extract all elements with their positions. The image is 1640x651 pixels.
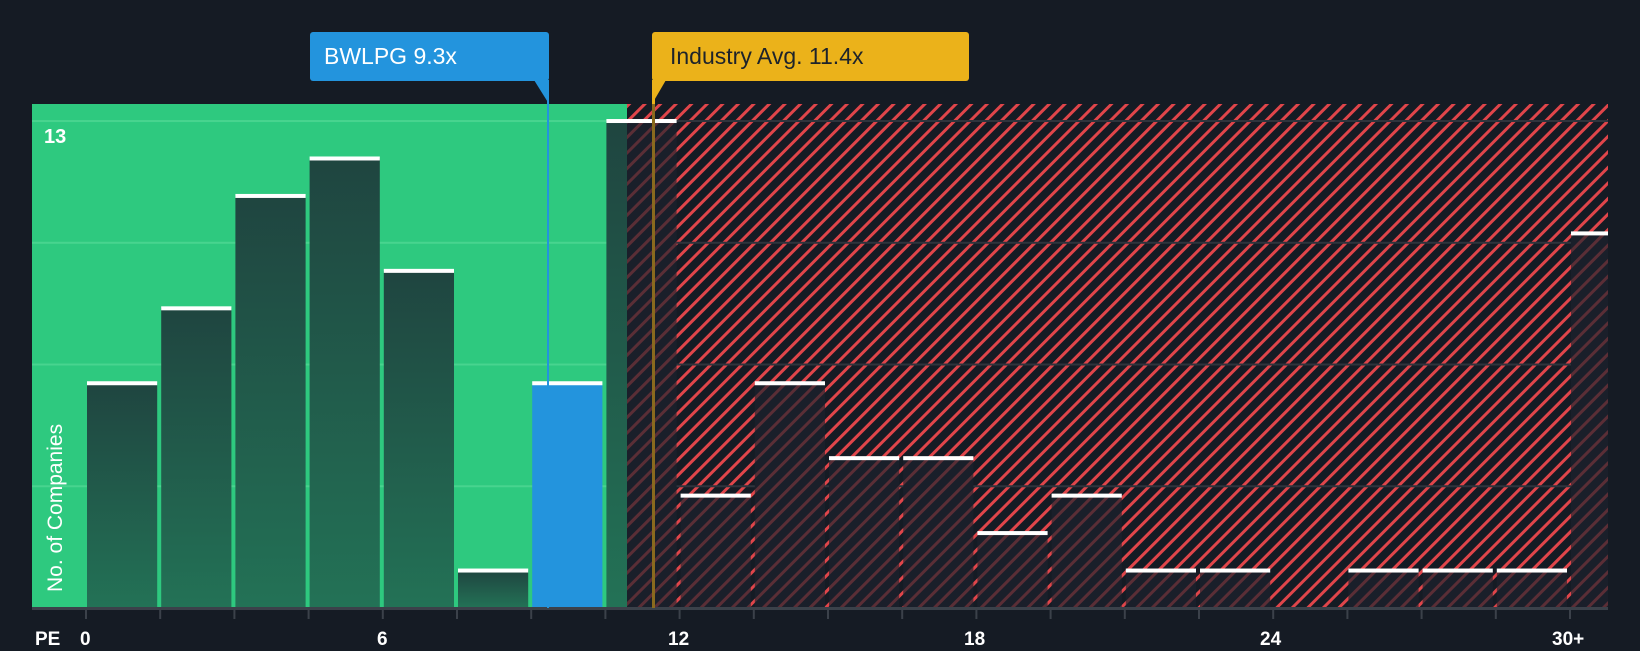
bar-cap (532, 381, 603, 386)
bar-cap (1051, 493, 1122, 498)
gridline (627, 363, 1608, 366)
histogram-bar (87, 383, 158, 608)
histogram-bars (87, 119, 1608, 609)
x-tick-label-6: 6 (377, 629, 388, 650)
x-tick (233, 610, 236, 619)
histogram-bar (1051, 495, 1122, 608)
y-axis-title: No. of Companies (44, 423, 67, 592)
histogram-bar (1496, 570, 1567, 608)
histogram-bar (1422, 570, 1493, 608)
x-tick (1272, 610, 1275, 619)
x-tick (530, 610, 533, 619)
x-tick (678, 610, 681, 619)
histogram-bar (235, 195, 306, 608)
bar-cap (606, 119, 677, 124)
bar-cap (829, 456, 900, 461)
histogram-bar (383, 270, 454, 608)
x-tick (975, 610, 978, 619)
x-tick (307, 610, 310, 619)
bar-cap (383, 268, 454, 273)
bar-cap (161, 306, 232, 311)
industry-marker-line (652, 80, 655, 608)
x-tick-label-24: 24 (1260, 629, 1282, 650)
gridline (627, 485, 1608, 488)
x-tick (456, 610, 458, 619)
bar-cap (1571, 231, 1608, 236)
bar-cap (1422, 568, 1493, 573)
bar-cap (458, 568, 529, 573)
industry-callout-pointer (652, 80, 666, 104)
bar-cap (680, 493, 751, 498)
gridline (32, 120, 627, 123)
histogram-bar (1571, 233, 1608, 608)
bar-cap (977, 531, 1048, 536)
histogram-bar (1125, 570, 1196, 608)
histogram-bar (680, 495, 751, 608)
histogram-bar (606, 121, 627, 609)
bar-cap (1348, 568, 1419, 573)
x-axis-title: PE (35, 629, 61, 650)
x-tick (752, 610, 755, 619)
x-tick (85, 610, 87, 619)
histogram-bar (754, 383, 825, 608)
histogram-bar (532, 383, 603, 608)
histogram-bar (627, 121, 677, 609)
x-tick (1569, 610, 1571, 619)
x-tick-label-18: 18 (964, 629, 986, 650)
x-axis-line (32, 607, 1608, 610)
x-tick (1420, 610, 1423, 619)
company-callout-pointer (534, 80, 549, 104)
histogram-bar (1348, 570, 1419, 608)
bar-cap (309, 156, 380, 161)
x-tick (901, 610, 904, 619)
gridline (627, 241, 1608, 244)
y-axis-max-label: 13 (44, 126, 67, 148)
company-pe-callout: BWLPG 9.3x (310, 32, 549, 81)
bar-cap (1125, 568, 1196, 573)
bar-cap (235, 193, 306, 198)
x-tick (604, 610, 607, 619)
x-tick (827, 610, 829, 619)
x-tick-label-0: 0 (80, 629, 91, 650)
x-tick (1198, 610, 1200, 619)
histogram-bar (977, 533, 1048, 608)
x-tick (159, 610, 162, 619)
bar-cap (1496, 568, 1567, 573)
industry-avg-callout: Industry Avg. 11.4x (652, 32, 969, 81)
histogram-bar (309, 158, 380, 609)
gridline (627, 120, 1608, 123)
histogram-bar (829, 458, 900, 608)
company-marker-line (547, 80, 549, 608)
x-tick (1123, 610, 1126, 619)
histogram-bar (903, 458, 974, 608)
x-tick (1494, 610, 1497, 619)
bar-cap (903, 456, 974, 461)
bar-cap (754, 381, 825, 386)
x-tick (381, 610, 384, 619)
bar-cap (87, 381, 158, 386)
bar-cap (1200, 568, 1271, 573)
x-tick (1346, 610, 1349, 619)
x-axis-ticks (85, 610, 1571, 619)
x-tick-label-12: 12 (668, 629, 690, 650)
x-tick (1049, 610, 1052, 619)
histogram-bar (1200, 570, 1271, 608)
histogram-bar (458, 570, 529, 608)
histogram-bar (161, 308, 232, 608)
x-tick-label-30plus: 30+ (1552, 629, 1585, 650)
